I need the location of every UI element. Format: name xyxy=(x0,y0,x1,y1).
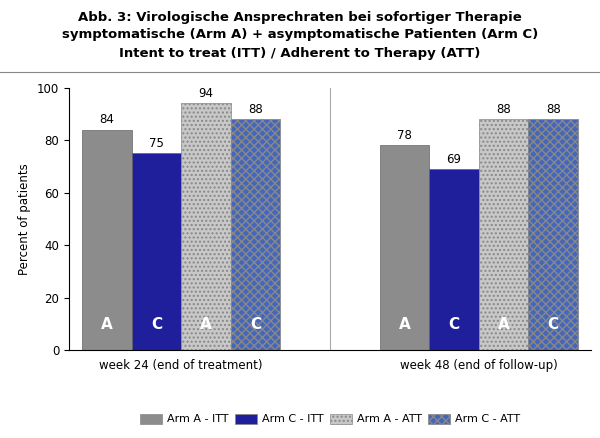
Bar xyxy=(181,103,231,350)
Text: A: A xyxy=(101,317,113,332)
Text: 69: 69 xyxy=(446,153,461,166)
Text: 88: 88 xyxy=(496,103,511,116)
Text: A: A xyxy=(200,317,212,332)
Bar xyxy=(131,153,181,350)
Legend: Arm A - ITT, Arm C - ITT, Arm A - ATT, Arm C - ATT: Arm A - ITT, Arm C - ITT, Arm A - ATT, A… xyxy=(136,409,524,429)
Text: A: A xyxy=(497,317,509,332)
Text: 94: 94 xyxy=(199,87,214,100)
Bar xyxy=(82,130,131,350)
Text: C: C xyxy=(250,317,261,332)
Bar xyxy=(231,119,280,350)
Text: Deterding et al., The Hep-Net Acute HCV-III Study; EASL Copenhagen 2009: Deterding et al., The Hep-Net Acute HCV-… xyxy=(6,421,361,430)
Bar xyxy=(529,119,578,350)
Text: symptomatische (Arm A) + asymptomatische Patienten (Arm C): symptomatische (Arm A) + asymptomatische… xyxy=(62,28,538,42)
Text: 88: 88 xyxy=(546,103,560,116)
Text: Intent to treat (ITT) / Adherent to Therapy (ATT): Intent to treat (ITT) / Adherent to Ther… xyxy=(119,47,481,60)
Text: C: C xyxy=(548,317,559,332)
Text: 78: 78 xyxy=(397,129,412,142)
Text: 88: 88 xyxy=(248,103,263,116)
Text: Abb. 3: Virologische Ansprechraten bei sofortiger Therapie: Abb. 3: Virologische Ansprechraten bei s… xyxy=(78,11,522,24)
Text: A: A xyxy=(398,317,410,332)
Text: C: C xyxy=(448,317,460,332)
Text: 75: 75 xyxy=(149,137,164,150)
Text: C: C xyxy=(151,317,162,332)
Bar xyxy=(429,169,479,350)
Bar xyxy=(380,145,429,350)
Bar xyxy=(479,119,529,350)
Text: 84: 84 xyxy=(100,113,114,127)
Y-axis label: Percent of patients: Percent of patients xyxy=(19,163,31,275)
